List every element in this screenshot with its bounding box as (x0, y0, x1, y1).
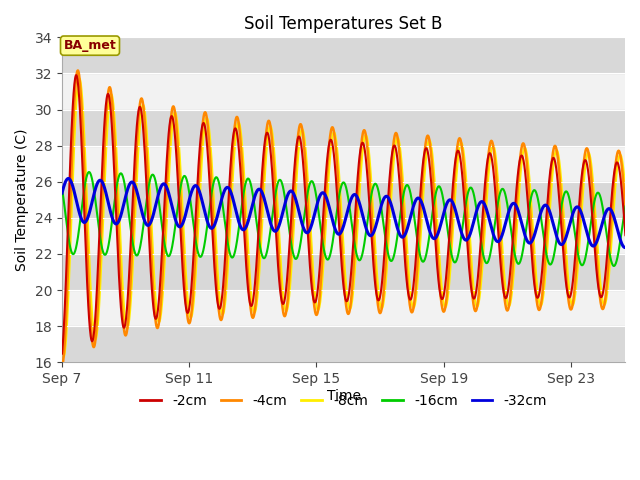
Bar (62, 254, 625, 290)
Title: Soil Temperatures Set B: Soil Temperatures Set B (244, 15, 443, 33)
Y-axis label: Soil Temperature (C): Soil Temperature (C) (15, 129, 29, 271)
Legend: -2cm, -4cm, -8cm, -16cm, -32cm: -2cm, -4cm, -8cm, -16cm, -32cm (134, 389, 552, 414)
Text: BA_met: BA_met (63, 39, 116, 52)
Bar (62, 109, 625, 145)
Bar (62, 326, 625, 362)
Bar (62, 37, 625, 73)
X-axis label: Time: Time (326, 389, 360, 403)
Bar (62, 182, 625, 218)
